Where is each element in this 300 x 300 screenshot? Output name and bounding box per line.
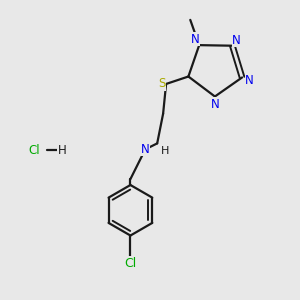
Text: N: N (245, 74, 254, 86)
Text: N: N (232, 34, 241, 46)
Text: N: N (210, 98, 219, 111)
Text: Cl: Cl (28, 143, 40, 157)
Text: N: N (141, 143, 150, 156)
Text: H: H (58, 143, 67, 157)
Text: N: N (191, 33, 200, 46)
Text: S: S (158, 77, 165, 90)
Text: H: H (160, 146, 169, 156)
Text: Cl: Cl (124, 257, 136, 270)
